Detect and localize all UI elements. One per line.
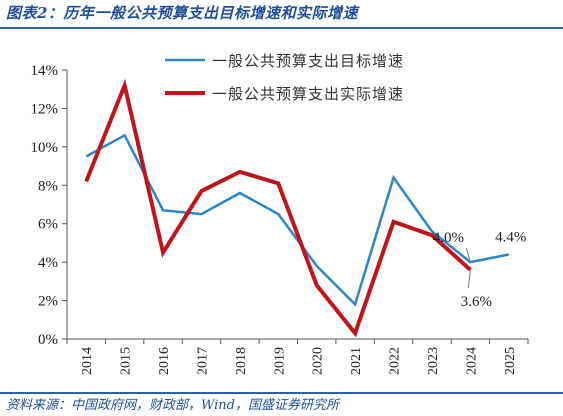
- data-label-leader: [467, 269, 471, 288]
- data-label: 4.4%: [495, 229, 526, 245]
- y-tick-label: 12%: [31, 101, 59, 117]
- series-line-1: [85, 133, 510, 307]
- title-divider: [0, 27, 563, 29]
- legend-label-2: 一般公共预算支出实际增速: [212, 85, 404, 103]
- y-tick-label: 0%: [38, 332, 58, 348]
- line-chart: 0% 2% 4% 6% 8% 10% 12% 14% 2014 2015 2016 2017 2018 2…: [31, 52, 529, 375]
- x-tick-label: 2021: [349, 347, 364, 375]
- x-tick-label: 2015: [119, 347, 134, 375]
- x-tick-label: 2025: [503, 347, 518, 375]
- data-label-leader: [465, 248, 471, 263]
- x-tick-label: 2018: [234, 347, 249, 375]
- data-label: 3.6%: [461, 294, 492, 310]
- x-tick-label: 2017: [195, 347, 210, 375]
- legend-label-1: 一般公共预算支出目标增速: [212, 52, 404, 70]
- x-tick-label: 2024: [464, 347, 479, 375]
- x-tick-label: 2014: [80, 347, 95, 375]
- y-tick-label: 2%: [38, 294, 58, 310]
- source-note: 资料来源：中国政府网，财政部，Wind，国盛证券研究所: [6, 398, 339, 413]
- y-tick-label: 8%: [38, 178, 58, 194]
- x-tick-label: 2022: [388, 347, 403, 375]
- x-tick-label: 2020: [311, 347, 326, 375]
- series-line-2: [84, 78, 472, 338]
- y-tick-label: 6%: [38, 217, 58, 233]
- source-divider: [0, 392, 563, 394]
- x-tick-label: 2019: [272, 347, 287, 375]
- y-tick-label: 4%: [38, 255, 58, 271]
- x-tick-label: 2016: [157, 347, 172, 375]
- x-tick-label: 2023: [426, 347, 441, 375]
- y-tick-label: 14%: [31, 63, 59, 79]
- figure-title: 图表2：历年一般公共预算支出目标增速和实际增速: [6, 4, 358, 22]
- y-tick-label: 10%: [31, 140, 59, 156]
- data-label: 4.0%: [433, 230, 464, 246]
